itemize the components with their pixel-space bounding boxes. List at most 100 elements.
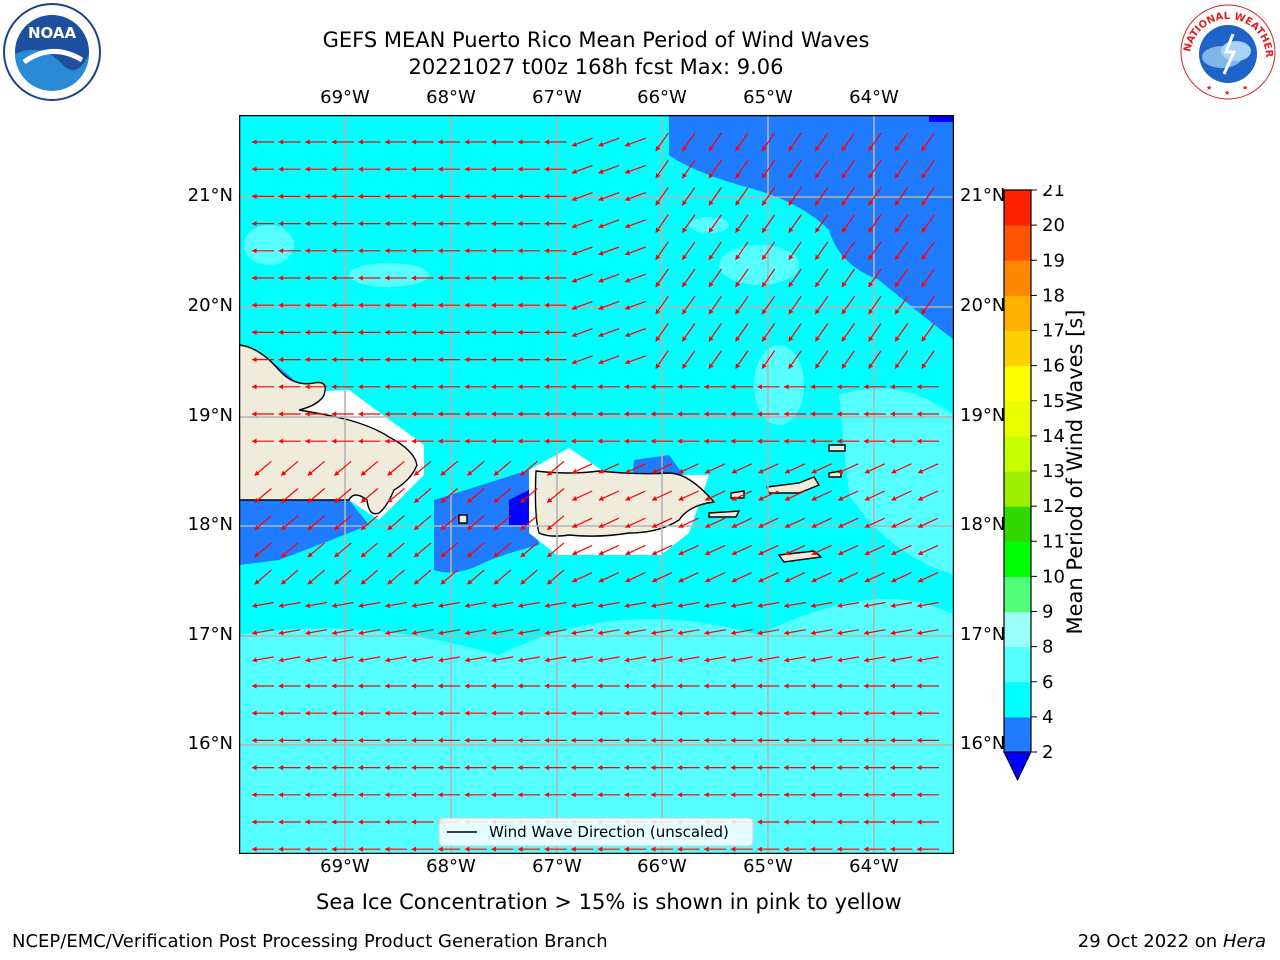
wave-arrow-head — [921, 227, 927, 233]
wave-arrow-head — [438, 221, 443, 227]
wave-arrow-head — [331, 765, 337, 771]
wave-arrow-head — [682, 145, 687, 151]
wave-arrow-head — [305, 166, 310, 172]
wave-arrow-head — [544, 329, 550, 335]
wave-arrow-head — [544, 683, 550, 689]
svg-text:★: ★ — [1224, 89, 1230, 97]
wave-arrow-head — [677, 765, 683, 771]
wave-arrow-head — [440, 525, 446, 530]
wave-arrow-head — [731, 603, 736, 609]
lon-label-top: 64°W — [849, 87, 899, 108]
wave-arrow-head — [705, 550, 711, 556]
wave-arrow-head — [385, 193, 390, 199]
wave-arrow-head — [305, 329, 310, 335]
wave-arrow-head — [598, 468, 604, 474]
colorbar-segment — [1004, 681, 1031, 718]
wave-arrow-head — [864, 496, 870, 501]
lat-label-left: 21°N — [187, 185, 233, 206]
wave-arrow-head — [331, 275, 337, 281]
gridlines — [239, 115, 954, 854]
wave-arrow-head — [651, 411, 656, 417]
wave-arrow-head — [598, 496, 604, 501]
colorbar-tick-label: 20 — [1042, 215, 1065, 236]
wave-arrow-head — [438, 411, 443, 417]
wave-arrow-head — [677, 630, 683, 636]
wave-arrow-head — [411, 657, 417, 663]
wave-arrow-head — [307, 497, 313, 503]
wave-arrow-head — [785, 496, 791, 501]
wave-arrow-head — [682, 254, 687, 260]
wave-arrow-head — [358, 819, 363, 825]
wave-arrow-head — [815, 309, 820, 315]
wave-arrow-head — [572, 523, 578, 528]
wave-arrow-head — [868, 173, 874, 179]
wave-arrow-head — [571, 710, 576, 716]
wave-arrow-head — [918, 523, 924, 528]
wave-arrow-head — [708, 309, 714, 315]
wave-arrow-head — [544, 792, 550, 798]
wave-arrow-head — [305, 438, 310, 444]
wave-arrow-head — [411, 139, 417, 145]
wave-arrow-head — [708, 145, 714, 151]
wave-arrow-head — [868, 254, 874, 260]
wave-arrow-head — [385, 166, 390, 172]
wave-arrow-head — [518, 302, 523, 308]
wave-arrow-head — [252, 438, 257, 444]
lat-label-left: 18°N — [187, 514, 233, 535]
wave-arrow-head — [278, 411, 284, 417]
wave-arrow-head — [762, 363, 767, 369]
wave-arrow-head — [895, 281, 900, 287]
wave-arrow-head — [682, 281, 687, 287]
wave-arrow-head — [677, 846, 683, 852]
wave-arrow-head — [810, 603, 816, 609]
wave-arrow-head — [544, 630, 550, 636]
noaa-logo-text: NOAA — [28, 24, 77, 42]
wave-arrow-head — [278, 166, 284, 172]
wave-arrow-head — [598, 630, 603, 636]
wave-arrow-head — [863, 765, 869, 771]
lat-label-right: 19°N — [960, 405, 1006, 426]
wave-arrow-head — [917, 710, 922, 716]
wave-arrow-head — [651, 438, 656, 444]
wave-arrow-head — [331, 792, 337, 798]
lat-label-right: 18°N — [960, 514, 1006, 535]
wave-arrow-head — [334, 497, 340, 503]
lon-label-bottom: 67°W — [532, 856, 582, 877]
wave-arrow-head — [708, 227, 714, 233]
wave-arrow-head — [837, 792, 842, 798]
wave-arrow-head — [252, 275, 257, 281]
wave-arrow-head — [651, 384, 656, 390]
wave-arrow-head — [305, 411, 310, 417]
wave-arrow-head — [785, 550, 791, 556]
wave-arrow-head — [358, 792, 363, 798]
wave-arrow-head — [438, 248, 443, 254]
wave-arrow-head — [281, 497, 287, 503]
wave-arrow-head — [571, 438, 576, 444]
wave-arrow-head — [305, 384, 310, 390]
wave-arrow-head — [757, 819, 762, 825]
wave-arrow-head — [704, 384, 709, 390]
wave-arrow-head — [252, 139, 257, 145]
wave-arrow-head — [520, 579, 526, 585]
wave-arrow-head — [520, 470, 526, 476]
wave-arrow-head — [890, 737, 895, 743]
wave-arrow-head — [863, 438, 869, 444]
wave-arrow-head — [598, 169, 604, 174]
wave-arrow-head — [278, 357, 284, 363]
wave-arrow-head — [735, 200, 741, 206]
wave-arrow-head — [863, 792, 869, 798]
wave-arrow-head — [331, 438, 337, 444]
wave-arrow-head — [571, 332, 577, 338]
wave-arrow-head — [810, 411, 816, 417]
wave-arrow-head — [411, 438, 417, 444]
wave-arrow-head — [788, 227, 794, 233]
wave-arrow-head — [837, 710, 842, 716]
wave-arrow-head — [704, 603, 710, 609]
wave-arrow-head — [331, 411, 337, 417]
wave-arrow-head — [890, 683, 895, 689]
wave-arrow-head — [305, 765, 310, 771]
wave-arrow-head — [677, 710, 683, 716]
wave-arrow-head — [731, 523, 737, 528]
wave-arrow-head — [810, 710, 816, 716]
wave-arrow-head — [625, 550, 631, 556]
